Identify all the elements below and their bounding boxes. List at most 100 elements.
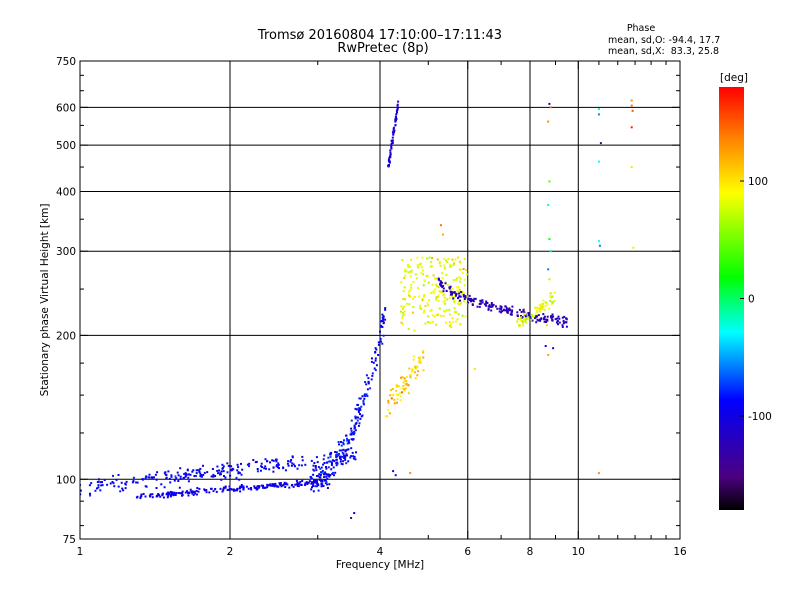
- data-point: [448, 296, 451, 299]
- data-point: [542, 318, 545, 321]
- data-point: [219, 471, 222, 474]
- data-point: [111, 481, 114, 483]
- data-point: [528, 314, 531, 317]
- data-point: [248, 465, 250, 468]
- data-point: [449, 323, 452, 326]
- data-point: [521, 320, 523, 322]
- data-point: [117, 485, 120, 488]
- data-point: [346, 442, 349, 445]
- data-point: [252, 459, 255, 461]
- data-point: [450, 264, 453, 267]
- data-point: [412, 298, 414, 300]
- data-point: [344, 450, 347, 453]
- data-point: [441, 290, 443, 293]
- data-point: [339, 457, 341, 460]
- data-point: [179, 477, 182, 480]
- data-point: [443, 293, 446, 296]
- data-point: [399, 310, 402, 313]
- data-point: [519, 319, 522, 322]
- data-point: [112, 474, 114, 477]
- data-point: [230, 465, 233, 468]
- data-point: [453, 296, 456, 298]
- data-point: [500, 311, 503, 314]
- data-point: [355, 451, 357, 454]
- data-point: [317, 484, 320, 487]
- data-point: [301, 459, 304, 462]
- data-point: [401, 314, 404, 317]
- data-point: [187, 480, 190, 483]
- data-point: [435, 298, 438, 301]
- data-point: [508, 309, 511, 312]
- data-point: [332, 466, 335, 469]
- data-point: [448, 287, 451, 290]
- data-point: [545, 301, 548, 304]
- data-point: [426, 274, 429, 277]
- data-point: [441, 233, 444, 236]
- data-point: [458, 260, 461, 263]
- data-point: [390, 144, 393, 147]
- data-point: [382, 334, 385, 337]
- data-point: [174, 493, 177, 496]
- data-point: [390, 143, 393, 146]
- data-point: [155, 487, 158, 489]
- data-point: [390, 139, 393, 142]
- data-point: [518, 308, 521, 311]
- data-point: [406, 376, 408, 378]
- data-point: [439, 290, 442, 293]
- data-point: [431, 314, 434, 317]
- data-point: [344, 449, 347, 452]
- data-point: [94, 489, 97, 492]
- data-point: [354, 417, 357, 420]
- data-point: [431, 283, 434, 286]
- data-point: [387, 158, 390, 161]
- data-point: [315, 482, 318, 484]
- data-point: [384, 415, 387, 418]
- data-point: [441, 281, 444, 284]
- data-point: [395, 385, 398, 388]
- data-point: [545, 324, 548, 327]
- data-point: [429, 310, 432, 312]
- data-point: [80, 489, 82, 492]
- x-tick-label: 2: [227, 546, 234, 558]
- data-point: [630, 104, 633, 107]
- data-point: [195, 472, 198, 475]
- data-point: [351, 438, 354, 441]
- data-point: [403, 313, 406, 316]
- data-point: [538, 303, 541, 306]
- data-point: [434, 288, 436, 291]
- data-point: [268, 483, 271, 486]
- data-point: [292, 463, 295, 466]
- data-point: [191, 470, 194, 473]
- data-point: [195, 489, 198, 492]
- data-point: [329, 453, 332, 456]
- data-point: [211, 468, 214, 470]
- data-point: [534, 306, 537, 309]
- data-point: [312, 464, 315, 467]
- data-point: [222, 489, 225, 492]
- data-point: [404, 383, 407, 386]
- data-point: [458, 295, 461, 298]
- data-point: [522, 318, 525, 320]
- data-point: [418, 295, 421, 298]
- data-point: [597, 472, 600, 475]
- data-point: [504, 309, 507, 312]
- data-point: [317, 466, 320, 469]
- data-point: [179, 475, 182, 478]
- data-point: [155, 495, 158, 498]
- data-point: [323, 472, 326, 475]
- data-point: [449, 263, 452, 266]
- data-point: [377, 343, 380, 346]
- data-point: [357, 411, 360, 414]
- data-point: [170, 475, 173, 478]
- data-point: [406, 264, 409, 266]
- data-point: [338, 449, 341, 452]
- data-point: [332, 471, 334, 474]
- data-point: [315, 456, 318, 459]
- data-point: [448, 321, 451, 324]
- data-point: [357, 404, 359, 406]
- data-point: [402, 298, 405, 300]
- data-point: [381, 313, 384, 316]
- data-point: [318, 473, 321, 476]
- data-point: [470, 300, 472, 303]
- data-point: [388, 160, 391, 163]
